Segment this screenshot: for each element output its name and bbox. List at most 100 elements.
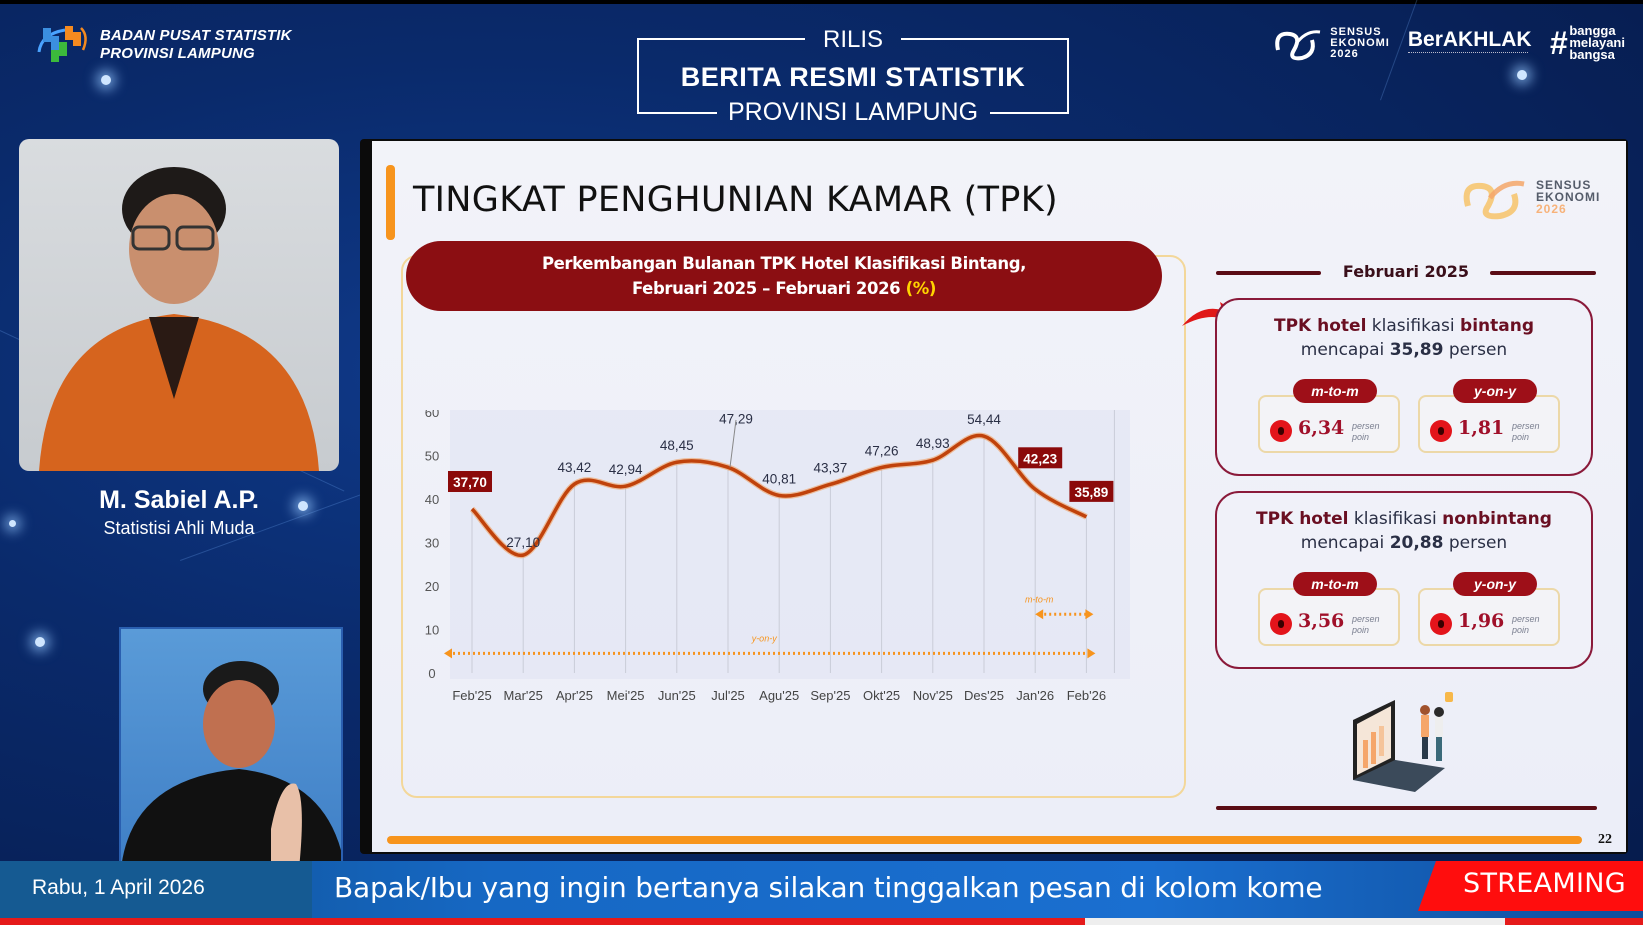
ticker-date-panel — [0, 861, 312, 918]
y-tick-label: 0 — [428, 666, 435, 681]
stat-card-heading: TPK hotel klasifikasi bintang mencapai 3… — [1217, 314, 1591, 362]
line2-prefix: mencapai — [1300, 533, 1390, 553]
top-edge — [0, 0, 1643, 4]
metric-tag: y-on-y — [1453, 379, 1537, 403]
x-tick-label: Jul'25 — [711, 688, 745, 703]
x-tick-label: Sep'25 — [810, 688, 850, 703]
data-label: 35,89 — [1075, 485, 1109, 500]
metric-unit-line1: persen — [1352, 614, 1380, 624]
bangga-line3: bangsa — [1569, 47, 1615, 62]
y-tick-label: 60 — [425, 410, 439, 420]
data-label: 37,70 — [453, 475, 487, 490]
broadcast-subtitle: PROVINSI LAMPUNG — [727, 98, 979, 126]
highlight-label-box — [1018, 447, 1063, 469]
x-tick-label: Mei'25 — [607, 688, 645, 703]
x-tick-label: Mar'25 — [504, 688, 543, 703]
background-glow-dot — [9, 520, 16, 527]
tpk-value: 35,89 — [1389, 340, 1444, 360]
y-tick-label: 30 — [425, 536, 439, 551]
period-rule-left — [1216, 271, 1321, 275]
data-label: 42,23 — [1023, 451, 1057, 466]
sensus-line1: SENSUS — [1330, 25, 1382, 38]
metric-y-on-y: y-on-y 1,96 persen poin — [1418, 572, 1560, 646]
slide-logo-line3: 2026 — [1536, 202, 1567, 216]
metric-unit-line2: poin — [1512, 432, 1530, 442]
yoy-annotation-label: y-on-y — [751, 633, 778, 643]
sign-language-interpreter-video — [119, 627, 343, 867]
highlight-label-box — [1069, 480, 1114, 502]
data-label: 48,93 — [916, 436, 950, 451]
x-tick-label: Okt'25 — [863, 688, 900, 703]
decrease-indicator-icon — [1270, 613, 1292, 635]
heading-mid: klasifikasi — [1366, 316, 1461, 336]
x-tick-label: Agu'25 — [759, 688, 799, 703]
heading-prefix: TPK hotel — [1273, 316, 1367, 336]
interpreter-silhouette-icon — [121, 661, 341, 865]
y-tick-label: 40 — [425, 492, 439, 507]
metric-value: 1,81 — [1458, 417, 1505, 439]
metric-m-to-m: m-to-m 6,34 persen poin — [1258, 379, 1400, 453]
streaming-label: STREAMING — [1463, 868, 1626, 899]
slide-title: TINGKAT PENGHUNIAN KAMAR (TPK) — [413, 180, 1058, 220]
bangga-line2: melayani — [1569, 35, 1625, 50]
metric-unit: persen poin — [1352, 421, 1380, 443]
bottom-red-strip — [0, 918, 1643, 925]
slide-logo-line1: SENSUS — [1536, 178, 1592, 192]
arrow-head-icon — [1035, 609, 1044, 620]
chart-title-line2: Februari 2025 – Februari 2026 — [631, 279, 906, 298]
data-label: 47,29 — [719, 411, 753, 426]
metric-unit: persen poin — [1512, 614, 1540, 636]
org-name-line1: BADAN PUSAT STATISTIK — [100, 27, 292, 44]
metric-unit-line1: persen — [1512, 614, 1540, 624]
slide-sensus-ekonomi-logo: SENSUS EKONOMI 2026 — [1460, 172, 1600, 222]
background-glow-dot — [1517, 70, 1527, 80]
speaker-name: M. Sabiel A.P. — [99, 486, 259, 514]
background-glow-dot — [35, 637, 45, 647]
ticker-message: Bapak/Ibu yang ingin bertanya silakan ti… — [334, 871, 1323, 904]
decrease-indicator-icon — [1270, 420, 1292, 442]
metric-unit: persen poin — [1512, 421, 1540, 443]
metric-tag: m-to-m — [1293, 379, 1377, 403]
x-tick-label: Des'25 — [964, 688, 1004, 703]
slide-logo-line2: EKONOMI — [1536, 190, 1601, 204]
label-leader-line — [729, 419, 737, 468]
heading-mid: klasifikasi — [1348, 509, 1443, 529]
panel-period: Februari 2025 — [1342, 262, 1470, 281]
bottom-strip-highlight — [1085, 918, 1505, 925]
x-tick-label: Feb'25 — [452, 688, 491, 703]
background-glow-dot — [298, 501, 308, 511]
sensus-line3: 2026 — [1330, 47, 1359, 60]
metric-value: 6,34 — [1298, 417, 1345, 439]
metric-tag: m-to-m — [1293, 572, 1377, 596]
data-label: 27,10 — [506, 535, 540, 550]
x-tick-label: Apr'25 — [556, 688, 593, 703]
broadcast-date: Rabu, 1 April 2026 — [32, 876, 205, 899]
metric-unit-line2: poin — [1352, 432, 1370, 442]
hashtag-icon: # — [1549, 24, 1568, 61]
plot-area — [450, 410, 1130, 679]
stat-card-heading: TPK hotel klasifikasi nonbintang mencapa… — [1217, 507, 1591, 555]
slide-page-number: 22 — [1598, 832, 1612, 847]
sensus-line2: EKONOMI — [1330, 36, 1390, 49]
line-chart: 0 10 20 30 40 50 60 37,70 27,10 43,42 42,94 48,45 47… — [425, 410, 1130, 703]
decrease-indicator-icon — [1430, 420, 1452, 442]
data-label: 42,94 — [609, 462, 643, 477]
arrow-head-icon — [1085, 609, 1094, 620]
chart-title: Perkembangan Bulanan TPK Hotel Klasifika… — [406, 241, 1162, 311]
line2-prefix: mencapai — [1300, 340, 1390, 360]
background-glow-dot — [101, 75, 111, 85]
stat-card-nonbintang: TPK hotel klasifikasi nonbintang mencapa… — [1215, 491, 1593, 669]
chart-title-unit: (%) — [905, 279, 937, 298]
metric-m-to-m: m-to-m 3,56 persen poin — [1258, 572, 1400, 646]
metric-y-on-y: y-on-y 1,81 persen poin — [1418, 379, 1560, 453]
series-line — [470, 433, 1088, 557]
tpk-value: 20,88 — [1389, 533, 1444, 553]
period-rule-right — [1490, 271, 1596, 275]
bangga-line1: bangga — [1569, 23, 1616, 38]
data-label: 43,42 — [558, 460, 592, 475]
rilis-frame-rule — [637, 112, 717, 114]
x-tick-label: Jun'25 — [658, 688, 696, 703]
streaming-badge — [1418, 861, 1643, 911]
arrow-head-icon — [444, 648, 452, 659]
decrease-indicator-icon — [1430, 613, 1452, 635]
